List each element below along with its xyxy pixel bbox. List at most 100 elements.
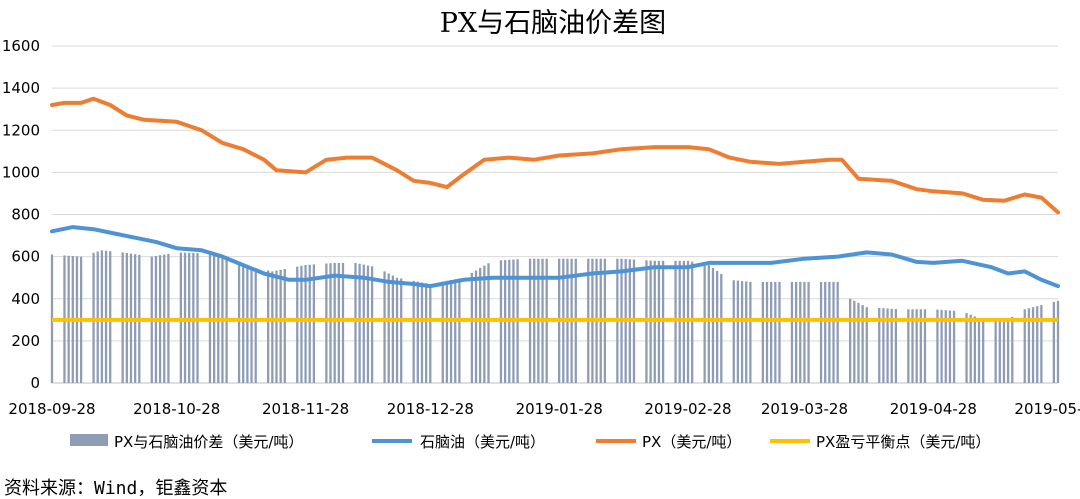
spread-bar bbox=[179, 252, 183, 383]
y-tick-label: 400 bbox=[11, 290, 40, 308]
spread-bar bbox=[370, 266, 374, 383]
spread-bar bbox=[429, 284, 432, 383]
spread-bar bbox=[1002, 321, 1006, 383]
spread-bar bbox=[836, 281, 839, 383]
spread-bar bbox=[279, 269, 282, 383]
spread-bar bbox=[104, 250, 108, 383]
spread-bar bbox=[474, 270, 478, 383]
gridlines bbox=[52, 45, 1058, 384]
chart-title: PX与石脑油价差图 bbox=[440, 8, 666, 39]
spread-bar bbox=[449, 280, 453, 383]
spread-bar bbox=[416, 281, 419, 383]
spread-bar bbox=[790, 281, 794, 383]
spread-bar bbox=[254, 267, 257, 383]
spread-bar bbox=[849, 298, 852, 383]
spread-bar bbox=[458, 278, 461, 383]
spread-bar bbox=[341, 262, 345, 383]
spread-bar bbox=[865, 307, 868, 383]
spread-bar bbox=[487, 263, 490, 383]
spread-bar bbox=[333, 262, 336, 383]
spread-bar bbox=[483, 265, 486, 383]
y-tick-label: 1000 bbox=[2, 163, 40, 181]
spread-bar bbox=[657, 260, 661, 383]
x-tick-label: 2018-11-28 bbox=[262, 400, 349, 418]
spread-bar bbox=[894, 309, 898, 383]
spread-bar bbox=[794, 281, 798, 383]
spread-bar bbox=[982, 319, 985, 383]
spread-bar bbox=[674, 260, 677, 383]
spread-bar bbox=[736, 280, 740, 383]
x-tick-label: 2019-03-28 bbox=[761, 400, 848, 418]
spread-bar bbox=[420, 282, 424, 383]
spread-bar bbox=[886, 308, 889, 383]
y-tick-label: 1600 bbox=[2, 37, 40, 55]
spread-bar bbox=[907, 309, 910, 383]
spread-bar bbox=[441, 281, 444, 383]
px-line bbox=[50, 96, 1060, 215]
spread-bar bbox=[412, 280, 415, 383]
legend-swatch-spread bbox=[70, 434, 108, 446]
spread-bar bbox=[470, 272, 474, 383]
spread-bar bbox=[387, 273, 390, 383]
spread-bar bbox=[686, 260, 690, 383]
spread-bar bbox=[275, 270, 278, 383]
x-tick-label: 2019-05-28 bbox=[1014, 400, 1080, 418]
spread-bar bbox=[250, 267, 253, 383]
spread-bar bbox=[778, 281, 781, 383]
spread-bar bbox=[1006, 319, 1010, 383]
x-tick-label: 2019-04-28 bbox=[890, 400, 977, 418]
spread-bar bbox=[857, 302, 860, 383]
spread-bar bbox=[861, 305, 864, 383]
spread-bar bbox=[911, 309, 914, 383]
spread-bar bbox=[121, 252, 124, 383]
spread-bar bbox=[296, 266, 299, 383]
spread-bar bbox=[242, 263, 245, 383]
spread-bar bbox=[354, 262, 357, 383]
spread-bar bbox=[965, 313, 968, 383]
spread-bar bbox=[100, 250, 104, 383]
spread-bar bbox=[325, 263, 328, 383]
spread-bars bbox=[50, 250, 1060, 383]
spread-bar bbox=[678, 260, 681, 383]
spread-bar bbox=[799, 281, 802, 383]
spread-bar bbox=[479, 268, 482, 383]
legend-label: PX（美元/吨） bbox=[642, 433, 741, 451]
spread-bar bbox=[312, 264, 316, 383]
spread-bar bbox=[1040, 305, 1043, 383]
y-axis: 0 200 400 600 800 1000 1200 1400 1600 bbox=[2, 37, 40, 392]
spread-bar bbox=[828, 281, 831, 383]
legend-label: 石脑油（美元/吨） bbox=[420, 433, 545, 451]
spread-bar bbox=[923, 309, 927, 383]
y-tick-label: 600 bbox=[11, 248, 40, 266]
spread-bar bbox=[936, 309, 939, 383]
spread-bar bbox=[765, 281, 769, 383]
spread-bar bbox=[424, 283, 428, 383]
x-tick-label: 2019-02-28 bbox=[644, 400, 731, 418]
spread-bar bbox=[720, 273, 723, 383]
spread-bar bbox=[362, 264, 365, 383]
x-tick-label: 2018-12-28 bbox=[387, 400, 474, 418]
spread-bar bbox=[740, 281, 744, 383]
spread-bar bbox=[691, 261, 694, 383]
spread-bar bbox=[358, 263, 361, 383]
spread-bar bbox=[682, 260, 686, 383]
x-tick-label: 2018-09-28 bbox=[8, 400, 95, 418]
spread-bar bbox=[246, 265, 249, 383]
spread-bar bbox=[732, 280, 735, 383]
spread-bar bbox=[977, 318, 981, 383]
spread-bar bbox=[832, 281, 835, 383]
spread-bar bbox=[853, 300, 856, 383]
spread-bar bbox=[300, 265, 303, 383]
spread-bar bbox=[96, 251, 99, 383]
series-lines bbox=[50, 96, 1060, 322]
spread-bar bbox=[237, 262, 241, 383]
spread-bar bbox=[1031, 307, 1035, 383]
spread-bar bbox=[283, 268, 286, 383]
spread-bar bbox=[973, 316, 977, 383]
source-note: 资料来源：Wind，钜鑫资本 bbox=[4, 478, 227, 499]
spread-bar bbox=[774, 281, 777, 383]
spread-bar bbox=[919, 309, 922, 383]
naphtha-line bbox=[50, 225, 1060, 289]
spread-bar bbox=[824, 281, 827, 383]
spread-bar bbox=[267, 270, 270, 383]
